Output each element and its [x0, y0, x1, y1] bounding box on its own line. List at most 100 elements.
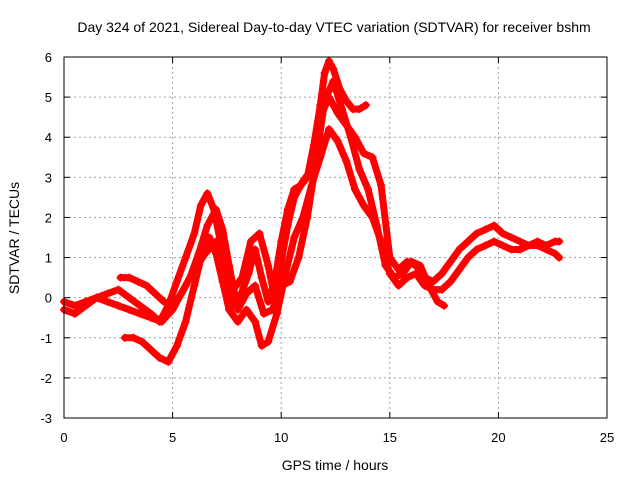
- data-point-marker: [114, 285, 123, 294]
- data-point-marker: [342, 157, 351, 166]
- data-point-marker: [264, 261, 273, 270]
- data-point-marker: [168, 301, 177, 310]
- data-point-marker: [257, 273, 266, 282]
- y-tick-label: -1: [40, 331, 52, 346]
- data-point-marker: [146, 345, 155, 354]
- y-tick-label: 2: [45, 210, 52, 225]
- data-point-marker: [481, 241, 490, 250]
- data-point-marker: [372, 221, 381, 230]
- data-point-marker: [157, 317, 166, 326]
- data-point-marker: [403, 273, 412, 282]
- data-point-marker: [257, 341, 266, 350]
- data-point-marker: [455, 265, 464, 274]
- data-point-marker: [233, 317, 242, 326]
- data-point-marker: [146, 313, 155, 322]
- data-point-marker: [70, 301, 79, 310]
- data-point-marker: [251, 281, 260, 290]
- data-point-marker: [177, 289, 186, 298]
- data-point-marker: [181, 253, 190, 262]
- data-point-marker: [361, 101, 370, 110]
- data-point-marker: [351, 185, 360, 194]
- data-point-marker: [103, 297, 112, 306]
- data-point-marker: [333, 137, 342, 146]
- data-point-marker: [155, 353, 164, 362]
- data-point-marker: [255, 229, 264, 238]
- data-point-marker: [218, 277, 227, 286]
- data-point-marker: [342, 97, 351, 106]
- data-point-marker: [524, 241, 533, 250]
- data-point-marker: [164, 357, 173, 366]
- data-point-marker: [472, 229, 481, 238]
- data-point-marker: [498, 229, 507, 238]
- data-point-marker: [329, 65, 338, 74]
- data-point-marker: [394, 281, 403, 290]
- x-tick-label: 15: [383, 430, 397, 445]
- y-tick-label: 4: [45, 130, 52, 145]
- data-point-marker: [242, 289, 251, 298]
- data-point-marker: [424, 281, 433, 290]
- data-point-marker: [285, 277, 294, 286]
- data-point-marker: [542, 245, 551, 254]
- data-point-marker: [298, 177, 307, 186]
- data-point-marker: [338, 105, 347, 114]
- data-point-marker: [533, 241, 542, 250]
- data-point-marker: [446, 257, 455, 266]
- data-point-marker: [203, 189, 212, 198]
- data-point-marker: [246, 237, 255, 246]
- data-point-marker: [550, 249, 559, 258]
- y-tick-label: 5: [45, 90, 52, 105]
- data-point-marker: [311, 157, 320, 166]
- data-point-marker: [129, 333, 138, 342]
- data-point-marker: [416, 261, 425, 270]
- chart-title: Day 324 of 2021, Sidereal Day-to-day VTE…: [77, 19, 590, 35]
- data-point-marker: [136, 309, 145, 318]
- data-point-marker: [225, 305, 234, 314]
- data-point-marker: [120, 333, 129, 342]
- data-point-marker: [125, 305, 134, 314]
- data-point-marker: [70, 309, 79, 318]
- data-point-marker: [225, 261, 234, 270]
- data-point-marker: [172, 277, 181, 286]
- data-point-marker: [172, 341, 181, 350]
- data-point-marker: [355, 165, 364, 174]
- data-point-marker: [490, 221, 499, 230]
- x-axis-label: GPS time / hours: [282, 457, 389, 473]
- data-point-marker: [81, 301, 90, 310]
- data-point-marker: [264, 297, 273, 306]
- data-point-marker: [125, 273, 134, 282]
- data-point-marker: [516, 237, 525, 246]
- x-tick-label: 25: [600, 430, 614, 445]
- data-point-marker: [283, 221, 292, 230]
- data-point-marker: [555, 237, 564, 246]
- data-point-marker: [463, 237, 472, 246]
- data-point-marker: [359, 201, 368, 210]
- data-point-marker: [242, 305, 251, 314]
- data-point-marker: [433, 297, 442, 306]
- data-point-marker: [364, 185, 373, 194]
- data-point-marker: [516, 245, 525, 254]
- data-point-marker: [277, 257, 286, 266]
- data-point-marker: [92, 293, 101, 302]
- data-point-marker: [159, 297, 168, 306]
- data-point-marker: [446, 277, 455, 286]
- data-point-marker: [377, 181, 386, 190]
- data-point-marker: [320, 97, 329, 106]
- data-point-marker: [359, 149, 368, 158]
- data-point-marker: [264, 337, 273, 346]
- data-point-marker: [355, 105, 364, 114]
- data-point-marker: [194, 249, 203, 258]
- data-point-marker: [498, 241, 507, 250]
- data-point-marker: [507, 245, 516, 254]
- data-point-marker: [290, 193, 299, 202]
- data-point-marker: [320, 69, 329, 78]
- data-point-marker: [463, 253, 472, 262]
- data-point-marker: [251, 245, 260, 254]
- data-point-marker: [481, 225, 490, 234]
- data-point-marker: [346, 133, 355, 142]
- data-point-marker: [238, 273, 247, 282]
- data-point-marker: [277, 281, 286, 290]
- data-point-marker: [324, 125, 333, 134]
- data-point-marker: [196, 201, 205, 210]
- data-point-marker: [142, 281, 151, 290]
